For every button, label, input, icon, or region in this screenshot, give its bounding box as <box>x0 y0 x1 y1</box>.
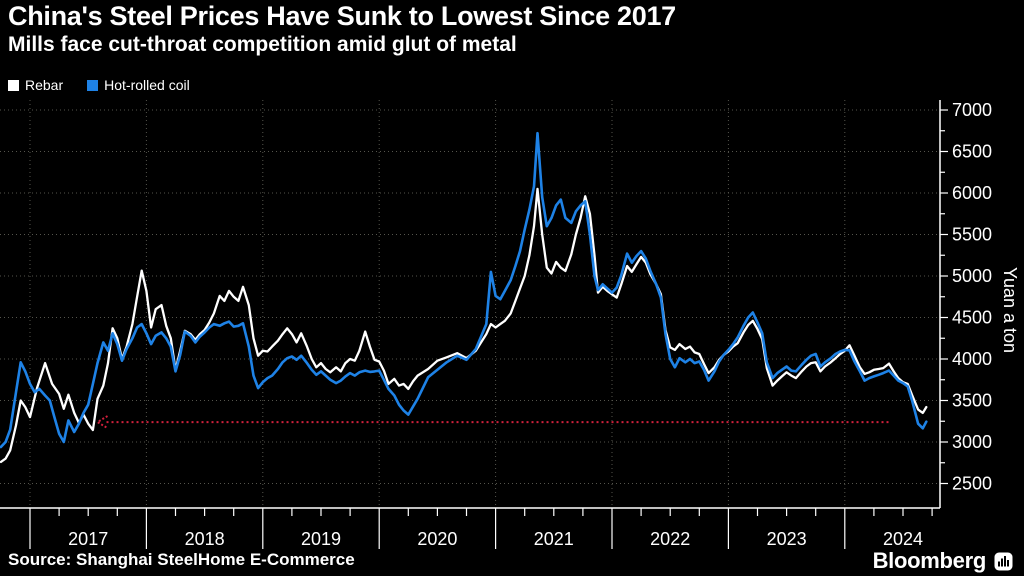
svg-text:2021: 2021 <box>534 529 574 549</box>
svg-text:7000: 7000 <box>952 100 992 120</box>
bloomberg-wordmark: Bloomberg <box>872 548 987 573</box>
svg-text:4500: 4500 <box>952 308 992 328</box>
svg-text:2500: 2500 <box>952 474 992 494</box>
svg-text:2019: 2019 <box>301 529 341 549</box>
svg-text:6500: 6500 <box>952 142 992 162</box>
legend-swatch-rebar <box>8 79 19 91</box>
svg-text:3500: 3500 <box>952 391 992 411</box>
source-text: Source: Shanghai SteelHome E-Commerce <box>8 550 355 569</box>
legend-item-hot-rolled-coil: Hot-rolled coil <box>87 77 190 93</box>
svg-text:Yuan a ton: Yuan a ton <box>1000 267 1020 353</box>
svg-text:2018: 2018 <box>185 529 225 549</box>
svg-text:6000: 6000 <box>952 183 992 203</box>
legend-item-rebar: Rebar <box>8 77 63 93</box>
svg-text:4000: 4000 <box>952 349 992 369</box>
svg-text:2017: 2017 <box>68 529 108 549</box>
svg-text:5500: 5500 <box>952 225 992 245</box>
legend-swatch-hot-rolled-coil <box>87 79 99 91</box>
legend-label-hot-rolled-coil: Hot-rolled coil <box>104 77 190 93</box>
svg-text:2024: 2024 <box>883 529 923 549</box>
svg-text:2020: 2020 <box>417 529 457 549</box>
legend-label-rebar: Rebar <box>25 77 64 93</box>
legend: Rebar Hot-rolled coil <box>8 77 190 93</box>
bloomberg-logo: Bloomberg <box>873 548 1013 574</box>
svg-text:5000: 5000 <box>952 266 992 286</box>
svg-text:2022: 2022 <box>650 529 690 549</box>
bar-chart-icon <box>994 552 1013 570</box>
svg-text:3000: 3000 <box>952 432 992 452</box>
svg-text:2023: 2023 <box>767 529 807 549</box>
chart-title: China's Steel Prices Have Sunk to Lowest… <box>8 1 676 31</box>
chart-subtitle: Mills face cut-throat competition amid g… <box>8 33 517 56</box>
